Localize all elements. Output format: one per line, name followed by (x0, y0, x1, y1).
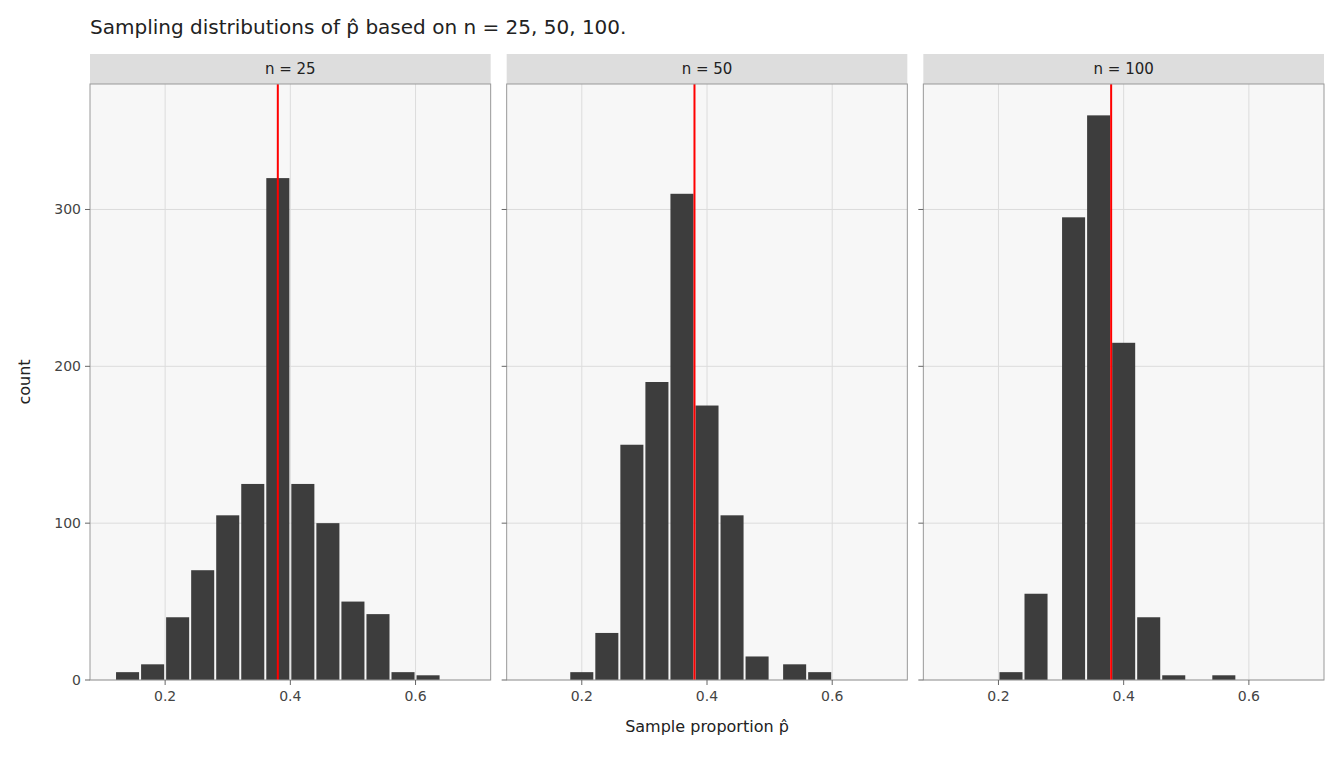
bar (1137, 617, 1160, 680)
panel-label: n = 25 (265, 60, 316, 78)
plot-area (507, 84, 908, 680)
tick (502, 366, 507, 367)
bar (783, 664, 806, 680)
tick (1248, 680, 1249, 685)
bar (1162, 675, 1185, 680)
bar (595, 633, 618, 680)
plot-area (923, 84, 1324, 680)
grid-line (165, 84, 166, 680)
panel-strip (90, 54, 491, 84)
tick (918, 523, 923, 524)
bar (999, 672, 1022, 680)
tick (707, 680, 708, 685)
tick (165, 680, 166, 685)
bar (645, 382, 668, 680)
bar (1212, 675, 1235, 680)
x-axis-label: Sample proportion p̂ (625, 717, 789, 736)
panel-label: n = 50 (682, 60, 733, 78)
bar (166, 617, 189, 680)
tick-label: 0.4 (1113, 688, 1135, 704)
tick (918, 680, 923, 681)
bar (116, 672, 139, 680)
tick (502, 209, 507, 210)
tick (581, 680, 582, 685)
bar (620, 445, 643, 680)
bar (316, 523, 339, 680)
grid-line (581, 84, 582, 680)
bar (366, 614, 389, 680)
bar (216, 515, 239, 680)
panel-label: n = 100 (1094, 60, 1154, 78)
plot-frame (90, 84, 491, 680)
bar (721, 515, 744, 680)
bar (695, 406, 718, 680)
panel: n = 100 0.2 0.4 0.6 (918, 54, 1324, 704)
tick (85, 209, 90, 210)
tick (502, 680, 507, 681)
reference-line (277, 84, 279, 680)
bar (1087, 115, 1110, 680)
tick-label: 0.6 (1238, 688, 1260, 704)
bar (341, 602, 364, 680)
tick-label: 0.2 (571, 688, 593, 704)
reference-line (1110, 84, 1112, 680)
bar (746, 656, 769, 680)
bar (417, 675, 440, 680)
tick-label: 0.6 (821, 688, 843, 704)
grid-line (998, 84, 999, 680)
tick-label: 0.2 (154, 688, 176, 704)
tick-label: 0.4 (279, 688, 301, 704)
panel: n = 50 0.2 0.4 0.6 (502, 54, 908, 704)
tick (918, 209, 923, 210)
tick (502, 523, 507, 524)
bar (241, 484, 264, 680)
tick (85, 366, 90, 367)
bar (570, 672, 593, 680)
tick (290, 680, 291, 685)
tick-label: 0 (72, 672, 81, 688)
bar (1112, 343, 1135, 680)
tick (832, 680, 833, 685)
plot-frame (507, 84, 908, 680)
bar (670, 194, 693, 680)
tick-label: 0.4 (696, 688, 718, 704)
grid-line (832, 84, 833, 680)
grid-line (290, 84, 291, 680)
panel-strip (923, 54, 1324, 84)
tick (415, 680, 416, 685)
title: Sampling distributions of p̂ based on n … (90, 15, 626, 39)
tick (85, 523, 90, 524)
bar (1025, 594, 1048, 680)
bar (291, 484, 314, 680)
reference-line (693, 84, 695, 680)
panel-strip (507, 54, 908, 84)
tick-label: 300 (54, 201, 81, 217)
tick-label: 0.2 (987, 688, 1009, 704)
tick (998, 680, 999, 685)
marks (999, 84, 1235, 680)
marks (116, 84, 440, 680)
marks (570, 84, 831, 680)
tick (85, 680, 90, 681)
tick-label: 0.6 (404, 688, 426, 704)
plot-area (90, 84, 491, 680)
tick (1123, 680, 1124, 685)
panel: n = 25 0.2 0.4 0.6 0 100 200 300 (54, 54, 490, 704)
bar (191, 570, 214, 680)
plot-frame (923, 84, 1324, 680)
chart: Sampling distributions of p̂ based on n … (0, 0, 1344, 768)
grid-line (1248, 84, 1249, 680)
bar (392, 672, 415, 680)
tick-label: 100 (54, 515, 81, 531)
tick-label: 200 (54, 358, 81, 374)
bar (141, 664, 164, 680)
bar (808, 672, 831, 680)
grid-line (415, 84, 416, 680)
tick (918, 366, 923, 367)
bar (1062, 217, 1085, 680)
y-axis-label: count (15, 359, 34, 404)
